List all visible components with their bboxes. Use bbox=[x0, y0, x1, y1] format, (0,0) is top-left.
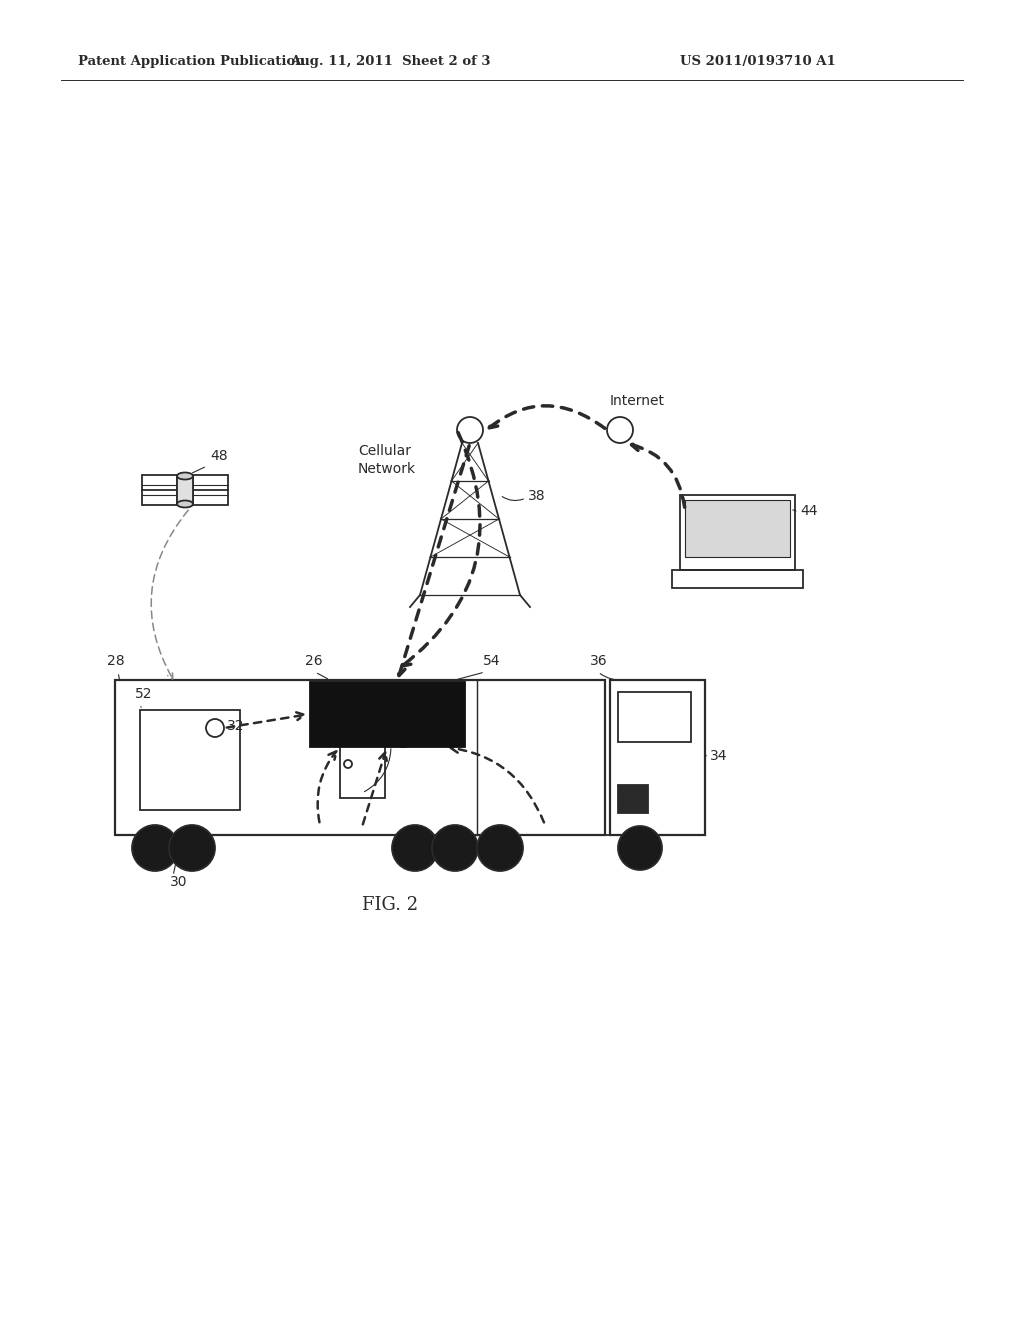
Text: 48: 48 bbox=[210, 449, 227, 463]
Bar bbox=[672, 570, 803, 587]
Text: 26: 26 bbox=[305, 653, 323, 668]
Circle shape bbox=[457, 417, 483, 444]
Bar bbox=[685, 500, 790, 557]
Text: 36: 36 bbox=[590, 653, 607, 668]
Text: US 2011/0193710 A1: US 2011/0193710 A1 bbox=[680, 55, 836, 69]
Text: 32: 32 bbox=[227, 719, 245, 733]
Circle shape bbox=[392, 825, 438, 871]
Text: 28: 28 bbox=[106, 653, 125, 668]
Text: Aug. 11, 2011  Sheet 2 of 3: Aug. 11, 2011 Sheet 2 of 3 bbox=[290, 55, 490, 69]
Bar bbox=[340, 730, 385, 799]
Bar bbox=[610, 680, 705, 836]
Text: Network: Network bbox=[358, 462, 416, 477]
Bar bbox=[193, 475, 228, 506]
Text: 54: 54 bbox=[483, 653, 501, 668]
Bar bbox=[680, 495, 795, 570]
Text: FIG. 2: FIG. 2 bbox=[361, 896, 418, 913]
Bar bbox=[310, 682, 465, 747]
Circle shape bbox=[132, 825, 178, 871]
Bar bbox=[618, 692, 691, 742]
Bar bbox=[177, 477, 193, 504]
Text: 38: 38 bbox=[528, 488, 546, 503]
Text: Internet: Internet bbox=[610, 393, 665, 408]
Ellipse shape bbox=[177, 473, 193, 479]
Circle shape bbox=[206, 719, 224, 737]
Text: 44: 44 bbox=[800, 504, 817, 517]
Bar bbox=[115, 680, 605, 836]
Circle shape bbox=[607, 417, 633, 444]
Circle shape bbox=[618, 826, 662, 870]
Text: 34: 34 bbox=[710, 748, 727, 763]
Text: Patent Application Publication: Patent Application Publication bbox=[78, 55, 305, 69]
Text: Cellular: Cellular bbox=[358, 444, 411, 458]
Bar bbox=[618, 785, 648, 813]
Text: 52: 52 bbox=[135, 686, 153, 701]
Ellipse shape bbox=[177, 500, 193, 507]
Bar bbox=[140, 710, 240, 810]
Text: 30: 30 bbox=[170, 875, 187, 888]
Bar bbox=[142, 475, 177, 506]
Circle shape bbox=[477, 825, 523, 871]
Circle shape bbox=[432, 825, 478, 871]
Text: 42: 42 bbox=[390, 737, 408, 751]
Circle shape bbox=[169, 825, 215, 871]
